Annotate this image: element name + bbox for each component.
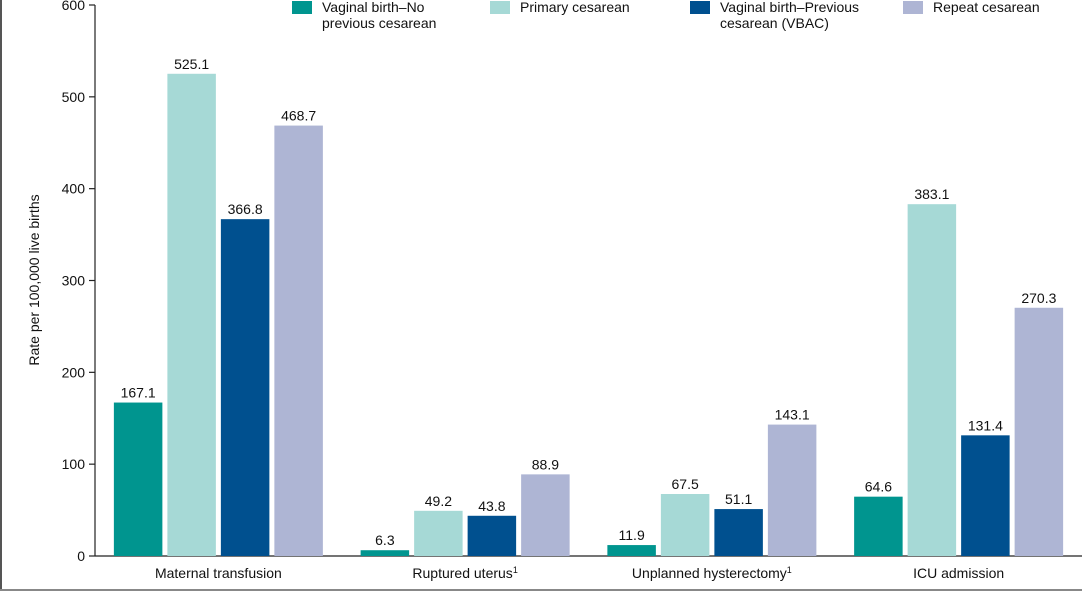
data-label: 6.3 [375, 532, 395, 548]
legend-label: Primary cesarean [520, 0, 630, 15]
category-label: Maternal transfusion [155, 565, 282, 581]
y-tick-label: 300 [62, 273, 86, 289]
legend-label: cesarean (VBAC) [720, 15, 829, 31]
data-label: 366.8 [228, 201, 263, 217]
data-label: 43.8 [478, 498, 505, 514]
bar [467, 515, 517, 556]
bar [1014, 307, 1064, 556]
bar [961, 435, 1010, 556]
bar [714, 509, 763, 556]
data-label: 468.7 [281, 108, 316, 124]
bar [167, 73, 216, 556]
y-tick-label: 400 [62, 181, 86, 197]
data-label: 525.1 [174, 56, 209, 72]
frame-bottom-border [0, 589, 1082, 591]
bar [113, 402, 163, 556]
data-label: 167.1 [121, 385, 156, 401]
legend-label: previous cesarean [322, 15, 436, 31]
bar [607, 545, 656, 556]
category-label: Unplanned hysterectomy1 [632, 565, 792, 581]
legend-swatch [903, 1, 923, 14]
legend-swatch [490, 1, 510, 14]
y-tick-label: 600 [62, 0, 86, 13]
bar [360, 550, 410, 556]
data-label: 49.2 [425, 493, 452, 509]
y-tick-label: 100 [62, 456, 86, 472]
bar [660, 494, 710, 556]
data-label: 270.3 [1021, 290, 1056, 306]
data-label: 131.4 [968, 417, 1003, 433]
data-label: 88.9 [532, 456, 559, 472]
category-label: Ruptured uterus1 [412, 565, 517, 581]
legend-label: Vaginal birth–No [322, 0, 425, 15]
y-tick-label: 0 [77, 548, 85, 564]
data-label: 143.1 [775, 407, 810, 423]
data-label: 67.5 [672, 476, 699, 492]
data-label: 64.6 [865, 479, 892, 495]
legend-swatch [690, 1, 710, 14]
bar [854, 496, 903, 556]
bar [907, 204, 957, 556]
bar [274, 125, 323, 557]
data-label: 11.9 [619, 527, 645, 543]
bar [220, 219, 270, 556]
data-label: 383.1 [914, 186, 949, 202]
y-axis-title: Rate per 100,000 live births [26, 194, 42, 365]
bar [767, 424, 817, 556]
category-label: ICU admission [913, 565, 1004, 581]
legend-swatch [292, 1, 312, 14]
data-label: 51.1 [725, 491, 752, 507]
legend-label: Repeat cesarean [933, 0, 1040, 15]
y-tick-label: 500 [62, 89, 86, 105]
bar [521, 474, 570, 556]
bar [414, 510, 463, 556]
frame-left-border [0, 0, 2, 591]
y-tick-label: 200 [62, 364, 86, 380]
legend-label: Vaginal birth–Previous [720, 0, 859, 15]
